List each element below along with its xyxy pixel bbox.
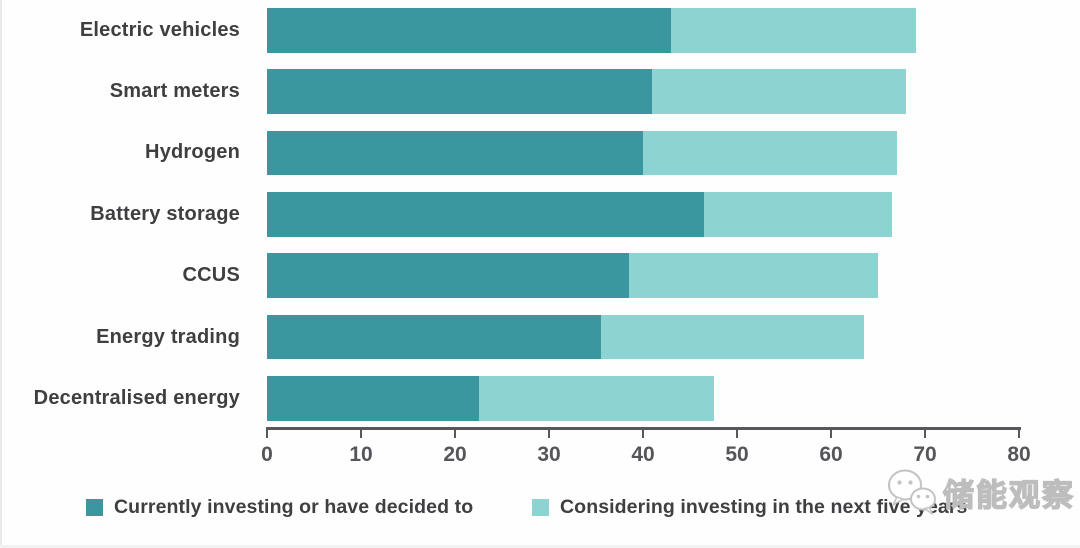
category-label: Energy trading xyxy=(96,325,240,348)
x-axis-tick xyxy=(266,427,268,438)
x-axis-tick xyxy=(642,427,644,438)
bar-segment-currently-investing xyxy=(267,69,653,114)
x-axis-tick xyxy=(454,427,456,438)
wechat-logo-icon xyxy=(886,468,938,516)
bar-segment-considering-investing xyxy=(628,253,878,298)
bar-segment-currently-investing xyxy=(267,130,643,176)
bar-segment-currently-investing xyxy=(267,314,601,360)
x-axis-tick xyxy=(830,427,832,438)
page-left-edge-line xyxy=(0,0,2,548)
x-axis-tick xyxy=(924,427,926,438)
page-bottom-edge xyxy=(0,545,1080,548)
category-label: Battery storage xyxy=(90,202,240,225)
x-axis-tick xyxy=(360,427,362,438)
x-axis-tick xyxy=(1018,427,1020,438)
bar-segment-considering-investing xyxy=(643,130,897,176)
bar-row xyxy=(267,69,907,114)
bar-row xyxy=(267,376,714,421)
bar-segment-currently-investing xyxy=(267,253,629,298)
bar-row xyxy=(267,314,864,360)
legend-swatch-considering-investing xyxy=(532,499,549,516)
bar-segment-considering-investing xyxy=(652,69,907,114)
bar-row xyxy=(267,192,893,237)
x-tick-label: 80 xyxy=(1007,443,1031,466)
x-axis-tick xyxy=(548,427,550,438)
legend-label-currently-investing: Currently investing or have decided to xyxy=(114,496,474,518)
legend-item-considering-investing: Considering investing in the next five y… xyxy=(532,496,968,519)
x-tick-label: 40 xyxy=(631,443,655,466)
x-tick-label: 20 xyxy=(443,443,467,466)
legend-item-currently-investing: Currently investing or have decided to xyxy=(86,496,473,519)
bar-segment-considering-investing xyxy=(671,8,916,53)
category-label: Hydrogen xyxy=(145,141,240,164)
bar-row xyxy=(267,253,878,298)
bar-segment-considering-investing xyxy=(704,192,893,237)
x-axis-tick xyxy=(736,427,738,438)
bar-segment-considering-investing xyxy=(600,314,864,360)
category-label: Decentralised energy xyxy=(33,386,240,409)
category-label: Smart meters xyxy=(109,80,240,103)
legend-swatch-currently-investing xyxy=(86,499,103,516)
x-tick-label: 10 xyxy=(349,443,373,466)
category-label: CCUS xyxy=(182,264,240,287)
watermark: 储能观察 xyxy=(886,468,1075,516)
category-label: Electric vehicles xyxy=(79,18,240,41)
bar-segment-currently-investing xyxy=(267,376,479,421)
bar-row xyxy=(267,8,916,53)
legend-label-considering-investing: Considering investing in the next five y… xyxy=(560,496,968,518)
x-tick-label: 50 xyxy=(725,443,749,466)
bar-row xyxy=(267,130,897,176)
watermark-text: 储能观察 xyxy=(942,477,1075,513)
x-tick-label: 60 xyxy=(819,443,843,466)
bar-segment-currently-investing xyxy=(267,192,705,237)
x-tick-label: 70 xyxy=(913,443,937,466)
bar-segment-currently-investing xyxy=(267,8,672,53)
x-tick-label: 30 xyxy=(537,443,561,466)
x-tick-label: 0 xyxy=(261,443,273,466)
bar-segment-considering-investing xyxy=(478,376,714,421)
